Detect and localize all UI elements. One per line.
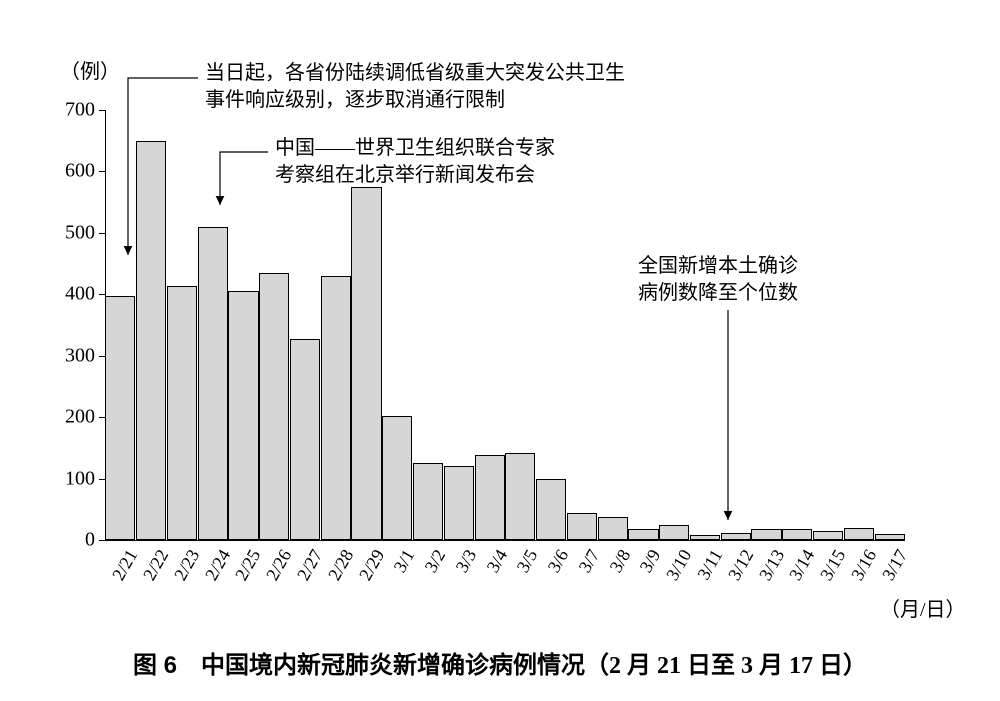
bar [505,453,535,540]
bar [351,187,381,540]
y-tick-mark [99,171,105,172]
y-tick-mark [99,233,105,234]
bar [721,533,751,540]
y-tick-mark [99,479,105,480]
bar [536,479,566,540]
bar [105,296,135,540]
bar [567,513,597,540]
y-tick-mark [99,417,105,418]
y-tick-mark [99,294,105,295]
y-tick-label: 100 [55,467,95,490]
y-tick-mark [99,110,105,111]
bar [782,529,812,540]
y-tick-label: 200 [55,406,95,429]
figure-caption: 图 6 中国境内新冠肺炎新增确诊病例情况（2 月 21 日至 3 月 17 日） [0,645,1000,680]
bar [167,286,197,540]
figure-date-range: （2 月 21 日至 3 月 17 日） [585,653,867,679]
bar [444,466,474,540]
bar [198,227,228,540]
y-tick-label: 400 [55,283,95,306]
y-tick-mark [99,356,105,357]
bar [136,141,166,540]
bar [690,535,720,540]
bar [321,276,351,540]
y-tick-mark [99,540,105,541]
y-tick-label: 300 [55,344,95,367]
bar [382,416,412,540]
bar [813,531,843,540]
figure-title: 中国境内新冠肺炎新增确诊病例情况 [201,653,585,679]
y-tick-label: 600 [55,160,95,183]
y-tick-label: 0 [55,529,95,552]
bar [875,534,905,540]
bar [228,291,258,540]
bar [844,528,874,540]
y-tick-label: 500 [55,221,95,244]
bar [413,463,443,540]
bar [290,339,320,540]
figure-container: （例） （月/日） 当日起，各省份陆续调低省级重大突发公共卫生 事件响应级别，逐… [0,0,1000,701]
bar [628,529,658,540]
bar [659,525,689,540]
bar [598,517,628,540]
y-tick-label: 700 [55,99,95,122]
bar [751,529,781,540]
bar [259,273,289,540]
figure-number: 图 6 [133,652,177,679]
bar [475,455,505,540]
